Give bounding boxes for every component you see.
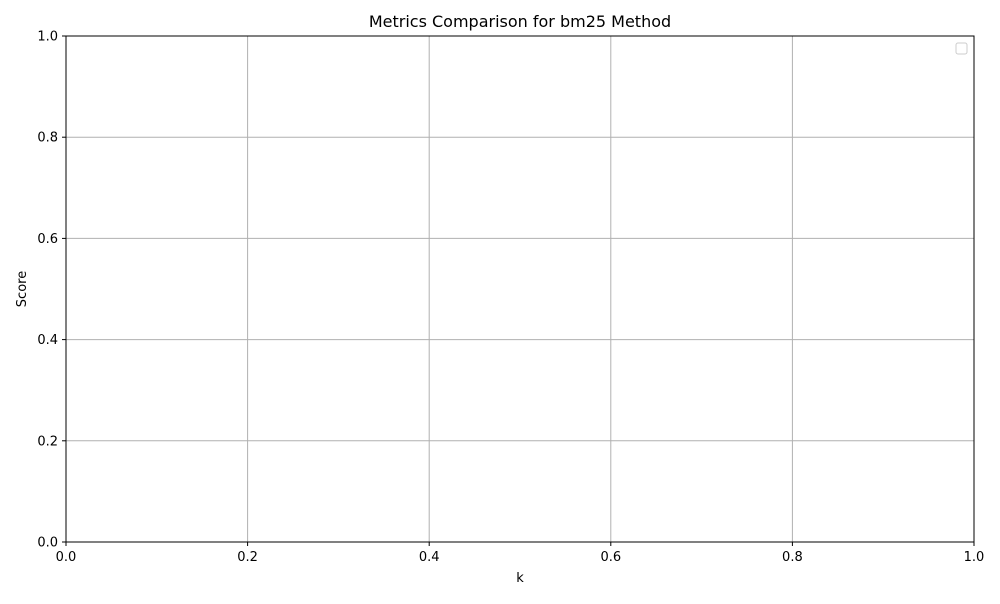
y-tick-label: 0.0 (37, 536, 58, 551)
x-tick-label: 0.2 (237, 550, 258, 565)
legend-box (955, 42, 968, 55)
y-axis: 0.0 0.2 0.4 0.6 0.8 1.0 (37, 30, 66, 551)
x-tick-label: 0.4 (419, 550, 440, 565)
y-axis-label: Score (15, 271, 30, 307)
x-axis: 0.0 0.2 0.4 0.6 0.8 1.0 (56, 542, 985, 565)
x-tick-label: 1.0 (964, 550, 985, 565)
y-tick-label: 0.2 (37, 434, 58, 449)
y-tick-label: 0.6 (37, 232, 58, 247)
x-tick-label: 0.0 (56, 550, 77, 565)
plot-area (65, 35, 975, 543)
y-tick-label: 0.4 (37, 333, 58, 348)
x-tick-label: 0.6 (600, 550, 621, 565)
y-tick-label: 0.8 (37, 131, 58, 146)
x-tick-label: 0.8 (782, 550, 803, 565)
x-axis-label: k (516, 571, 524, 586)
y-tick-label: 1.0 (37, 30, 58, 45)
chart-title: Metrics Comparison for bm25 Method (369, 12, 671, 31)
